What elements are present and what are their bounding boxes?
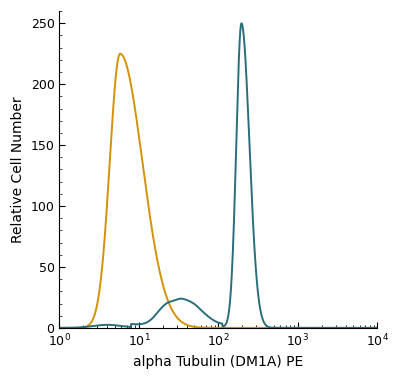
- X-axis label: alpha Tubulin (DM1A) PE: alpha Tubulin (DM1A) PE: [133, 355, 304, 369]
- Y-axis label: Relative Cell Number: Relative Cell Number: [11, 96, 25, 243]
